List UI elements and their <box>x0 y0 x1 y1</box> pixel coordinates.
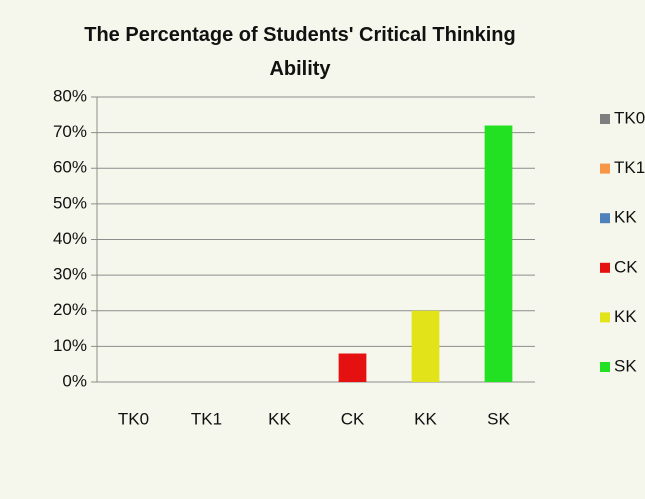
chart-title: The Percentage of Students' Critical Thi… <box>84 24 516 80</box>
legend-label: CK <box>614 257 638 276</box>
y-tick-label: 40% <box>53 229 87 248</box>
legend-swatch <box>600 163 610 174</box>
legend-swatch <box>600 262 610 273</box>
legend-label: TK0 <box>614 108 645 127</box>
y-tick-label: 0% <box>62 371 87 390</box>
y-tick-label: 20% <box>53 300 87 319</box>
bar <box>484 125 513 382</box>
legend-label: SK <box>614 356 637 375</box>
y-tick-label: 80% <box>53 86 87 105</box>
y-tick-label: 70% <box>53 122 87 141</box>
legend-label: TK1 <box>614 158 645 177</box>
legend-label: KK <box>614 208 637 227</box>
x-tick-label: TK0 <box>118 409 149 428</box>
bar <box>338 353 367 382</box>
y-tick-label: 50% <box>53 193 87 212</box>
y-tick-label: 60% <box>53 158 87 177</box>
x-tick-label: KK <box>414 409 437 428</box>
y-tick-label: 30% <box>53 265 87 284</box>
x-tick-label: KK <box>268 409 291 428</box>
legend-swatch <box>600 213 610 224</box>
bar <box>411 310 440 382</box>
x-tick-label: SK <box>487 409 510 428</box>
legend-swatch <box>600 362 610 372</box>
x-tick-label: CK <box>341 409 365 428</box>
legend-swatch <box>600 114 610 124</box>
y-tick-label: 10% <box>53 336 87 355</box>
legend-swatch <box>600 312 610 323</box>
legend-label: KK <box>614 307 637 326</box>
x-tick-label: TK1 <box>191 409 222 428</box>
